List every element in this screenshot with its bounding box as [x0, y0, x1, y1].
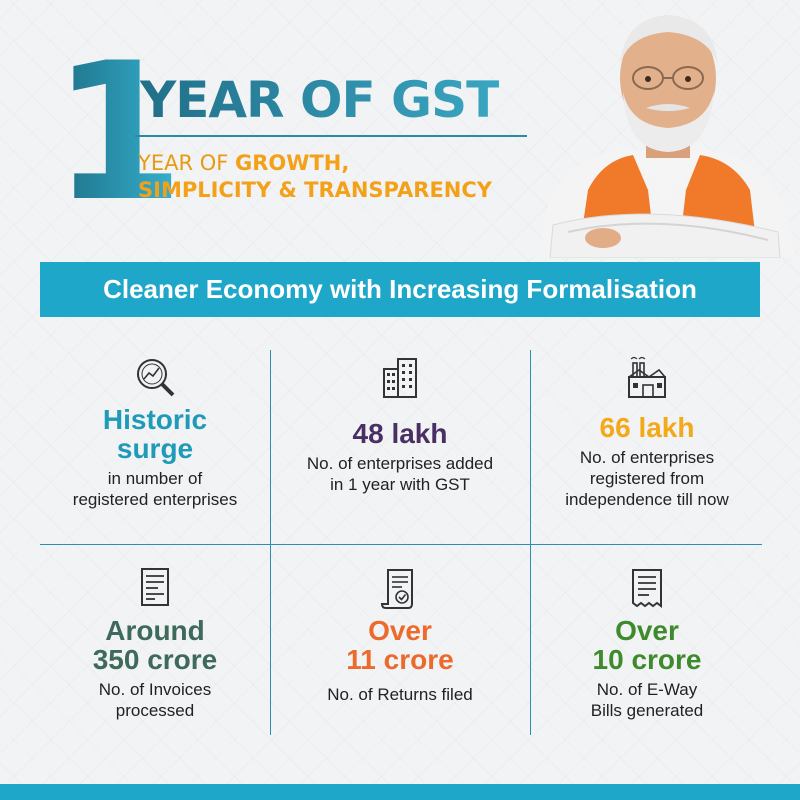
stat-headline-line: Around — [105, 615, 205, 646]
stat-description: No. of Invoices processed — [99, 679, 211, 721]
stat-headline: Historic surge — [103, 405, 207, 463]
stat-10-crore: Over 10 crore No. of E-Way Bills generat… — [532, 566, 762, 721]
stat-headline-line: Historic — [102, 404, 208, 435]
stat-headline: Over 11 crore — [346, 616, 453, 674]
stat-description-line: No. of Invoices — [98, 680, 212, 699]
subtitle-prefix: YEAR OF — [138, 151, 236, 175]
stat-11-crore: Over 11 crore No. of Returns filed — [285, 566, 515, 705]
stat-description-line: registered from — [589, 469, 705, 488]
stat-description-line: in 1 year with GST — [330, 475, 470, 494]
stat-description: No. of E-Way Bills generated — [591, 679, 703, 721]
stat-headline: 48 lakh — [353, 419, 448, 448]
factory-icon — [628, 356, 666, 398]
stat-description: No. of enterprises added in 1 year with … — [307, 453, 493, 495]
stat-historic-surge: Historic surge in number of registered e… — [40, 355, 270, 510]
subtitle: YEAR OF GROWTH, SIMPLICITY & TRANSPARENC… — [138, 150, 492, 204]
page-title: YEAR OF GST — [140, 71, 500, 129]
stat-headline-line: surge — [116, 433, 194, 464]
stat-description-line: No. of Returns filed — [327, 685, 473, 704]
stat-description-line: in number of — [107, 469, 203, 488]
buildings-icon — [383, 358, 417, 398]
stat-48-lakh: 48 lakh No. of enterprises added in 1 ye… — [285, 355, 515, 495]
footer-bar — [0, 784, 800, 800]
receipt-icon — [632, 569, 662, 608]
title-divider — [135, 135, 527, 137]
subtitle-line2: SIMPLICITY & TRANSPARENCY — [138, 178, 492, 202]
subtitle-growth: GROWTH, — [235, 151, 350, 175]
grid-divider-horizontal — [40, 544, 762, 545]
stat-headline-line: 10 crore — [592, 644, 702, 675]
stat-headline-line: Over — [615, 615, 679, 646]
stat-description-line: Bills generated — [590, 701, 704, 720]
grid-divider-vertical-1 — [270, 350, 271, 735]
stat-headline: Around 350 crore — [93, 616, 218, 674]
stat-description-line: No. of enterprises added — [306, 454, 494, 473]
stat-headline: 66 lakh — [600, 413, 695, 442]
stat-headline-line: 66 lakh — [599, 412, 695, 443]
stat-350-crore: Around 350 crore No. of Invoices process… — [40, 566, 270, 721]
leader-portrait — [538, 15, 796, 258]
stat-description-line: No. of E-Way — [596, 680, 698, 699]
returns-document-icon — [380, 569, 413, 609]
stat-description: in number of registered enterprises — [73, 468, 237, 510]
stat-description-line: independence till now — [565, 490, 729, 509]
stat-description: No. of enterprises registered from indep… — [565, 447, 729, 510]
big-number-one: 1 — [52, 22, 184, 243]
stat-headline-line: Over — [368, 615, 432, 646]
stat-description-line: processed — [115, 701, 195, 720]
stat-description: No. of Returns filed — [327, 684, 473, 705]
stat-66-lakh: 66 lakh No. of enterprises registered fr… — [532, 355, 762, 510]
stat-headline: Over 10 crore — [593, 616, 702, 674]
magnifier-chart-icon — [137, 359, 175, 397]
stat-description-line: No. of enterprises — [579, 448, 715, 467]
stat-headline-line: 48 lakh — [352, 418, 448, 449]
invoice-icon — [141, 568, 169, 606]
stat-headline-line: 11 crore — [346, 644, 454, 675]
stat-headline-line: 350 crore — [92, 644, 218, 675]
section-banner: Cleaner Economy with Increasing Formalis… — [40, 262, 760, 317]
stat-description-line: registered enterprises — [72, 490, 238, 509]
grid-divider-vertical-2 — [530, 350, 531, 735]
